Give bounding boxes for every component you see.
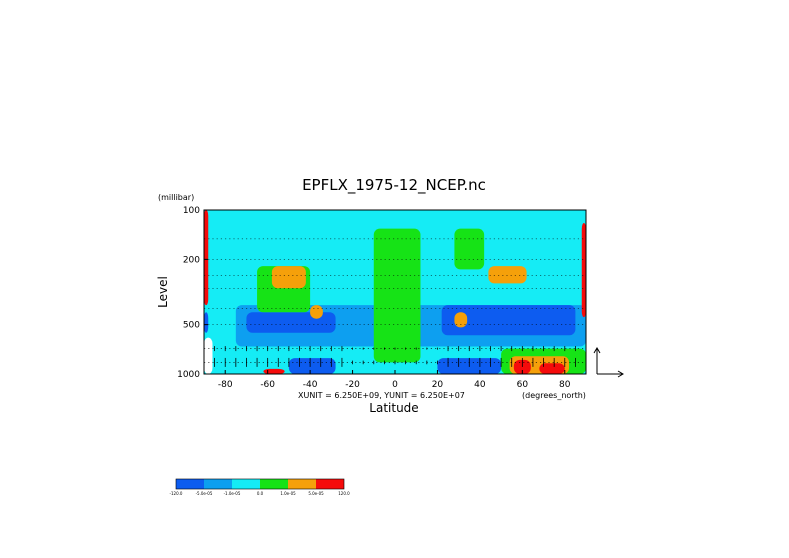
colorbar-swatch (176, 479, 204, 489)
y-tick-label: 1000 (177, 370, 200, 380)
y-tick-label: 200 (183, 255, 200, 265)
x-tick-label: 60 (517, 380, 529, 390)
plot-area (203, 209, 587, 375)
contour-region (204, 337, 213, 374)
contour-region (513, 359, 531, 374)
contour-region (288, 358, 336, 374)
y-tick-label: 100 (183, 206, 200, 216)
x-tick-label: 80 (559, 380, 571, 390)
colorbar: -120.0 -5.0e-05 -1.0e-05 0.0 1.0e-05 5.0e-05 1… (170, 478, 350, 496)
unit-note: XUNIT = 6.250E+09, YUNIT = 6.250E+07 (298, 391, 465, 400)
colorbar-swatch (288, 479, 316, 489)
contour-region (310, 305, 323, 319)
colorbar-label: 0.0 (257, 491, 264, 496)
contour-region (454, 312, 468, 328)
colorbar-frame (175, 478, 345, 490)
chart-title: EPFLX_1975-12_NCEP.nc (302, 176, 486, 195)
x-tick-label: -20 (345, 380, 360, 390)
colorbar-label: -5.0e-05 (196, 491, 213, 496)
x-axis-ticks: -80 -60 -40 -20 0 20 40 60 80 (218, 370, 571, 390)
x-units-label: (degrees_north) (522, 391, 586, 400)
x-axis-label: Latitude (369, 401, 418, 415)
y-axis-ticks: 100 200 500 1000 (177, 206, 208, 380)
colorbar-swatch (316, 479, 344, 489)
contour-region (204, 312, 209, 333)
x-tick-label: -60 (260, 380, 275, 390)
contour-region (581, 222, 586, 318)
colorbar-swatch (260, 479, 288, 489)
y-tick-label: 500 (183, 321, 200, 331)
flux-vector-layer (214, 346, 576, 367)
colorbar-label: 120.0 (338, 491, 350, 496)
contour-region (539, 363, 565, 374)
contour-region (263, 368, 285, 374)
contour-region (488, 266, 527, 284)
x-tick-label: -40 (303, 380, 318, 390)
reference-vector-icon (593, 347, 624, 378)
colorbar-label: 5.0e-05 (308, 491, 324, 496)
contour-region (441, 305, 576, 336)
contour-region (204, 210, 209, 306)
contour-region (454, 228, 485, 270)
y-units-label: (millibar) (158, 193, 194, 202)
colorbar-swatch (232, 479, 260, 489)
x-tick-label: 20 (432, 380, 444, 390)
x-tick-label: 40 (474, 380, 486, 390)
x-tick-label: -80 (218, 380, 233, 390)
y-axis-label: Level (156, 276, 170, 308)
colorbar-label: 1.0e-05 (280, 491, 296, 496)
x-tick-label: 0 (392, 380, 398, 390)
colorbar-label: -1.0e-05 (224, 491, 241, 496)
colorbar-swatch (204, 479, 232, 489)
contour-region (373, 228, 421, 363)
contour-region (271, 266, 306, 289)
colorbar-label: -120.0 (170, 491, 183, 496)
